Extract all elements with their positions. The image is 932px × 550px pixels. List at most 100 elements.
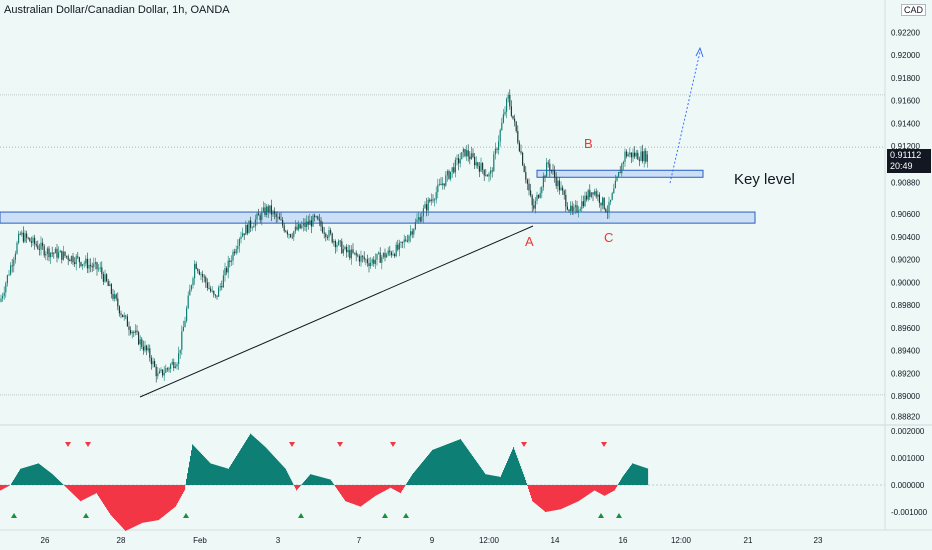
candle-body (90, 264, 92, 267)
candle-body (224, 268, 226, 276)
candle-body (280, 219, 282, 221)
candle-body (413, 229, 415, 235)
osc-bar (438, 447, 440, 485)
osc-bar (269, 451, 271, 485)
osc-bar (190, 455, 192, 485)
candle-body (549, 163, 551, 171)
osc-bar (135, 485, 137, 527)
candle-body (438, 183, 440, 185)
candle-body (394, 254, 396, 257)
candle-body (168, 368, 170, 370)
candle-body (99, 267, 101, 269)
osc-bar (489, 474, 491, 485)
osc-bar (282, 465, 284, 485)
candle-body (299, 224, 301, 229)
candle-body (610, 199, 612, 202)
candle-body (533, 205, 535, 209)
osc-bar (518, 460, 520, 485)
osc-bar (436, 448, 438, 485)
osc-bar (241, 448, 243, 485)
osc-bar (445, 444, 447, 485)
osc-bar (365, 485, 367, 503)
price-tick-label: 0.90400 (891, 233, 920, 242)
osc-bar (507, 460, 509, 485)
osc-bar (162, 485, 164, 517)
osc-bar (548, 485, 550, 512)
osc-bar (486, 474, 488, 485)
osc-bar (381, 485, 383, 493)
osc-bar (404, 485, 406, 487)
candle-body (189, 289, 191, 296)
currency-label[interactable]: CAD (901, 4, 927, 16)
osc-bar (324, 477, 326, 485)
osc-bar (543, 485, 545, 511)
candle-body (78, 257, 80, 263)
candle-body (130, 329, 132, 334)
candle-body (376, 253, 378, 260)
candle-body (312, 215, 314, 227)
osc-bar (238, 452, 240, 485)
candle-body (133, 332, 135, 333)
osc-sell-marker (601, 442, 607, 447)
osc-bar (563, 485, 565, 508)
candle-body (502, 114, 504, 123)
osc-bar (387, 485, 389, 490)
osc-bar (216, 465, 218, 485)
candle-body (158, 371, 160, 374)
osc-bar (388, 485, 390, 489)
osc-bar (140, 485, 142, 524)
osc-bar (71, 485, 73, 493)
osc-bar (602, 485, 604, 495)
osc-bar (187, 473, 189, 485)
candle-body (616, 176, 618, 181)
candle-body (331, 233, 333, 243)
osc-bar (107, 485, 109, 511)
candle-body (42, 242, 44, 247)
time-tick-label: Feb (193, 536, 207, 545)
candle-body (126, 316, 128, 327)
candle-body (646, 154, 648, 162)
osc-bar (279, 462, 281, 485)
candle-body (61, 250, 63, 260)
osc-bar (227, 468, 229, 485)
candle-body (256, 213, 258, 220)
osc-bar (420, 464, 422, 485)
osc-bar (286, 470, 288, 485)
osc-bar (106, 485, 108, 509)
osc-bar (130, 485, 132, 529)
candle-body (0, 298, 2, 302)
osc-bar (134, 485, 136, 527)
candle-body (405, 239, 407, 241)
osc-bar (645, 467, 647, 485)
osc-bar (303, 482, 305, 485)
candle-body (125, 315, 127, 317)
osc-bar (153, 485, 155, 521)
osc-bar (342, 485, 344, 497)
osc-bar (31, 465, 33, 485)
candle-body (165, 368, 167, 373)
candle-body (325, 233, 327, 237)
candle-body (622, 161, 624, 164)
osc-bar (647, 468, 649, 485)
candle-body (285, 230, 287, 232)
osc-bar (331, 481, 333, 485)
osc-bar (102, 485, 104, 503)
osc-bar (521, 468, 523, 485)
osc-bar (41, 465, 43, 485)
osc-bar (144, 485, 146, 523)
osc-bar (350, 485, 352, 503)
candle-body (82, 264, 84, 266)
osc-bar (52, 474, 54, 485)
osc-bar (576, 485, 578, 503)
osc-bar (532, 485, 534, 502)
osc-bar (248, 436, 250, 485)
osc-bar (304, 481, 306, 485)
osc-bar (119, 485, 121, 525)
osc-bar (529, 485, 531, 493)
osc-bar (551, 485, 553, 511)
price-tick-label: 0.89800 (891, 301, 920, 310)
candle-body (144, 345, 146, 351)
candle-body (162, 369, 164, 376)
osc-bar (453, 441, 455, 485)
